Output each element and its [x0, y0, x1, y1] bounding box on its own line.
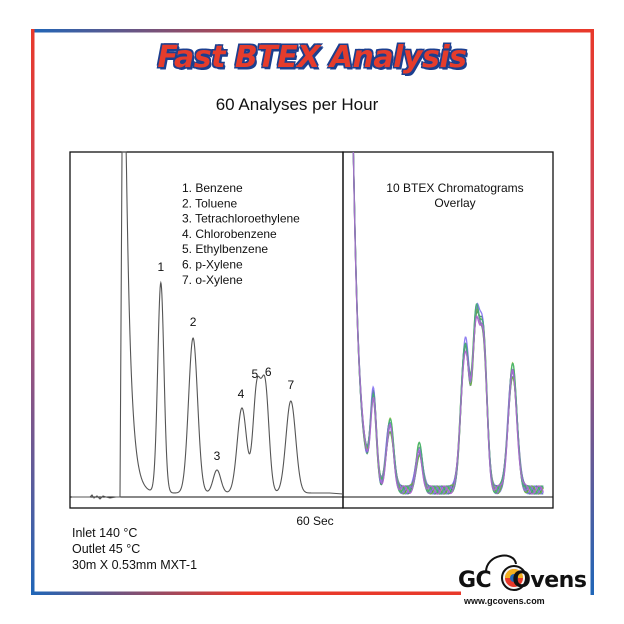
peak-label-2: 2 [190, 315, 197, 329]
legend-item-6: 6. p-Xylene [182, 258, 243, 272]
peak-label-4: 4 [238, 387, 245, 401]
right-chart-frame [342, 151, 554, 509]
peak-label-7: 7 [287, 378, 294, 392]
x-axis-label: 60 Sec [296, 514, 333, 528]
outlet-temp: Outlet 45 °C [72, 542, 141, 556]
logo-icon [485, 554, 527, 591]
legend-item-4: 4. Chlorobenzene [182, 227, 277, 241]
peak-label-5: 5 [252, 367, 259, 381]
page-title: Fast BTEX Analysis [157, 40, 468, 75]
legend-item-1: 1. Benzene [182, 181, 243, 195]
overlay-chromatograms [352, 151, 544, 495]
gc-ovens-logo: GC Ovens www.gcovens.com [458, 546, 608, 610]
peak-labels: 1 2 3 45 6 7 [157, 260, 294, 463]
column-spec: 30m X 0.53mm MXT-1 [72, 558, 198, 572]
inlet-temp: Inlet 140 °C [72, 526, 138, 540]
left-chromatogram [72, 151, 344, 500]
peak-label-6: 6 [265, 365, 272, 379]
overlay-title: 10 BTEX Chromatograms Overlay [386, 181, 523, 210]
chromatogram-trace [72, 151, 344, 500]
legend-item-3: 3. Tetrachloroethylene [182, 212, 300, 226]
logo-url: www.gcovens.com [464, 596, 545, 606]
peak-label-1: 1 [157, 260, 164, 274]
legend-item-5: 5. Ethylbenzene [182, 242, 268, 256]
page-subtitle: 60 Analyses per Hour [215, 95, 379, 114]
peak-label-3: 3 [214, 449, 221, 463]
legend-item-7: 7. o-Xylene [182, 273, 243, 287]
logo-wordmark: GC Ovens [458, 568, 587, 593]
legend-item-2: 2. Toluene [182, 196, 237, 210]
overlay-trace-10 [352, 151, 544, 495]
